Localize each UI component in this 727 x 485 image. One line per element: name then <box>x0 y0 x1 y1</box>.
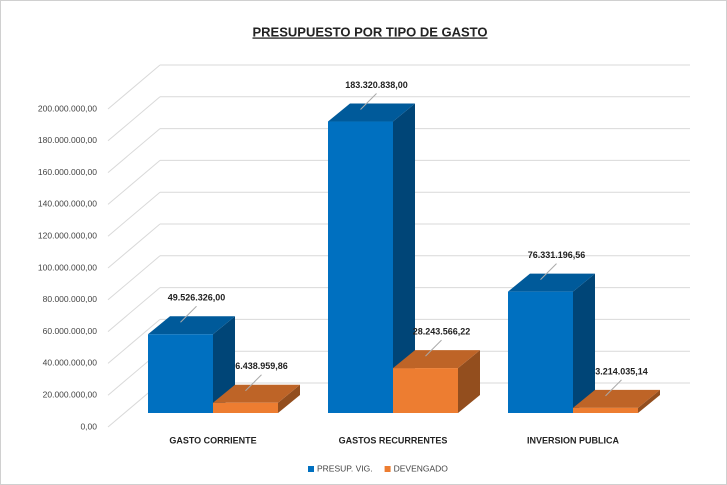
leader-line <box>245 374 262 392</box>
y-tick-label: 40.000.000,00 <box>43 358 98 368</box>
grid-line <box>107 223 161 269</box>
bar-top <box>393 350 480 369</box>
value-label: 49.526.326,00 <box>168 293 226 303</box>
grid-line <box>107 319 161 364</box>
leader-line <box>540 263 557 280</box>
bar-top <box>213 384 300 403</box>
value-label: 6.438.959,86 <box>235 361 288 371</box>
legend-label: PRESUP. VIG. <box>317 463 373 473</box>
y-tick-label: 20.000.000,00 <box>43 389 98 399</box>
legend-label: DEVENGADO <box>394 463 449 473</box>
bar <box>508 291 573 413</box>
grid-line <box>107 191 161 237</box>
y-tick-label: 200.000.000,00 <box>38 103 97 113</box>
bar-side <box>213 316 235 413</box>
y-tick-label: 180.000.000,00 <box>38 135 97 145</box>
bar <box>148 334 213 413</box>
value-label: 76.331.196,56 <box>528 250 586 260</box>
bar <box>213 402 278 413</box>
leader-line <box>425 339 442 357</box>
grid-line <box>107 64 161 110</box>
y-tick-label: 120.000.000,00 <box>38 230 97 240</box>
x-tick-label: GASTO CORRIENTE <box>169 435 256 445</box>
x-tick-label: INVERSION PUBLICA <box>527 435 620 445</box>
value-label: 28.243.566,22 <box>413 326 471 336</box>
bar <box>393 368 458 413</box>
bar <box>573 407 638 413</box>
bar-side <box>458 350 480 413</box>
legend-swatch <box>384 466 391 472</box>
value-label: 3.214.035,14 <box>595 366 648 376</box>
bar-side <box>278 384 300 413</box>
y-tick-label: 80.000.000,00 <box>43 294 98 304</box>
grid-line <box>107 96 161 142</box>
y-tick-label: 140.000.000,00 <box>38 199 97 209</box>
leader-line <box>180 305 197 323</box>
y-tick-label: 0,00 <box>80 421 97 431</box>
bar-top <box>148 316 235 335</box>
leader-line <box>605 379 622 397</box>
y-tick-label: 100.000.000,00 <box>38 262 97 272</box>
bar-top <box>573 389 660 408</box>
grid-line <box>107 160 161 205</box>
value-label: 183.320.838,00 <box>345 80 408 90</box>
y-tick-label: 160.000.000,00 <box>38 167 97 177</box>
chart-title: PRESUPUESTO POR TIPO DE GASTO <box>252 24 487 39</box>
grid-line <box>107 128 161 173</box>
x-tick-label: GASTOS RECURRENTES <box>339 435 448 445</box>
leader-line <box>360 93 377 110</box>
legend-swatch <box>308 466 314 472</box>
bar-side <box>393 103 415 413</box>
y-tick-label: 60.000.000,00 <box>43 326 98 336</box>
bar-side <box>573 273 595 413</box>
grid-line <box>107 255 161 301</box>
bar-top <box>328 103 415 122</box>
bar <box>328 121 393 413</box>
bar-top <box>508 273 595 292</box>
bar-side <box>638 389 660 413</box>
grid-line <box>107 287 161 332</box>
